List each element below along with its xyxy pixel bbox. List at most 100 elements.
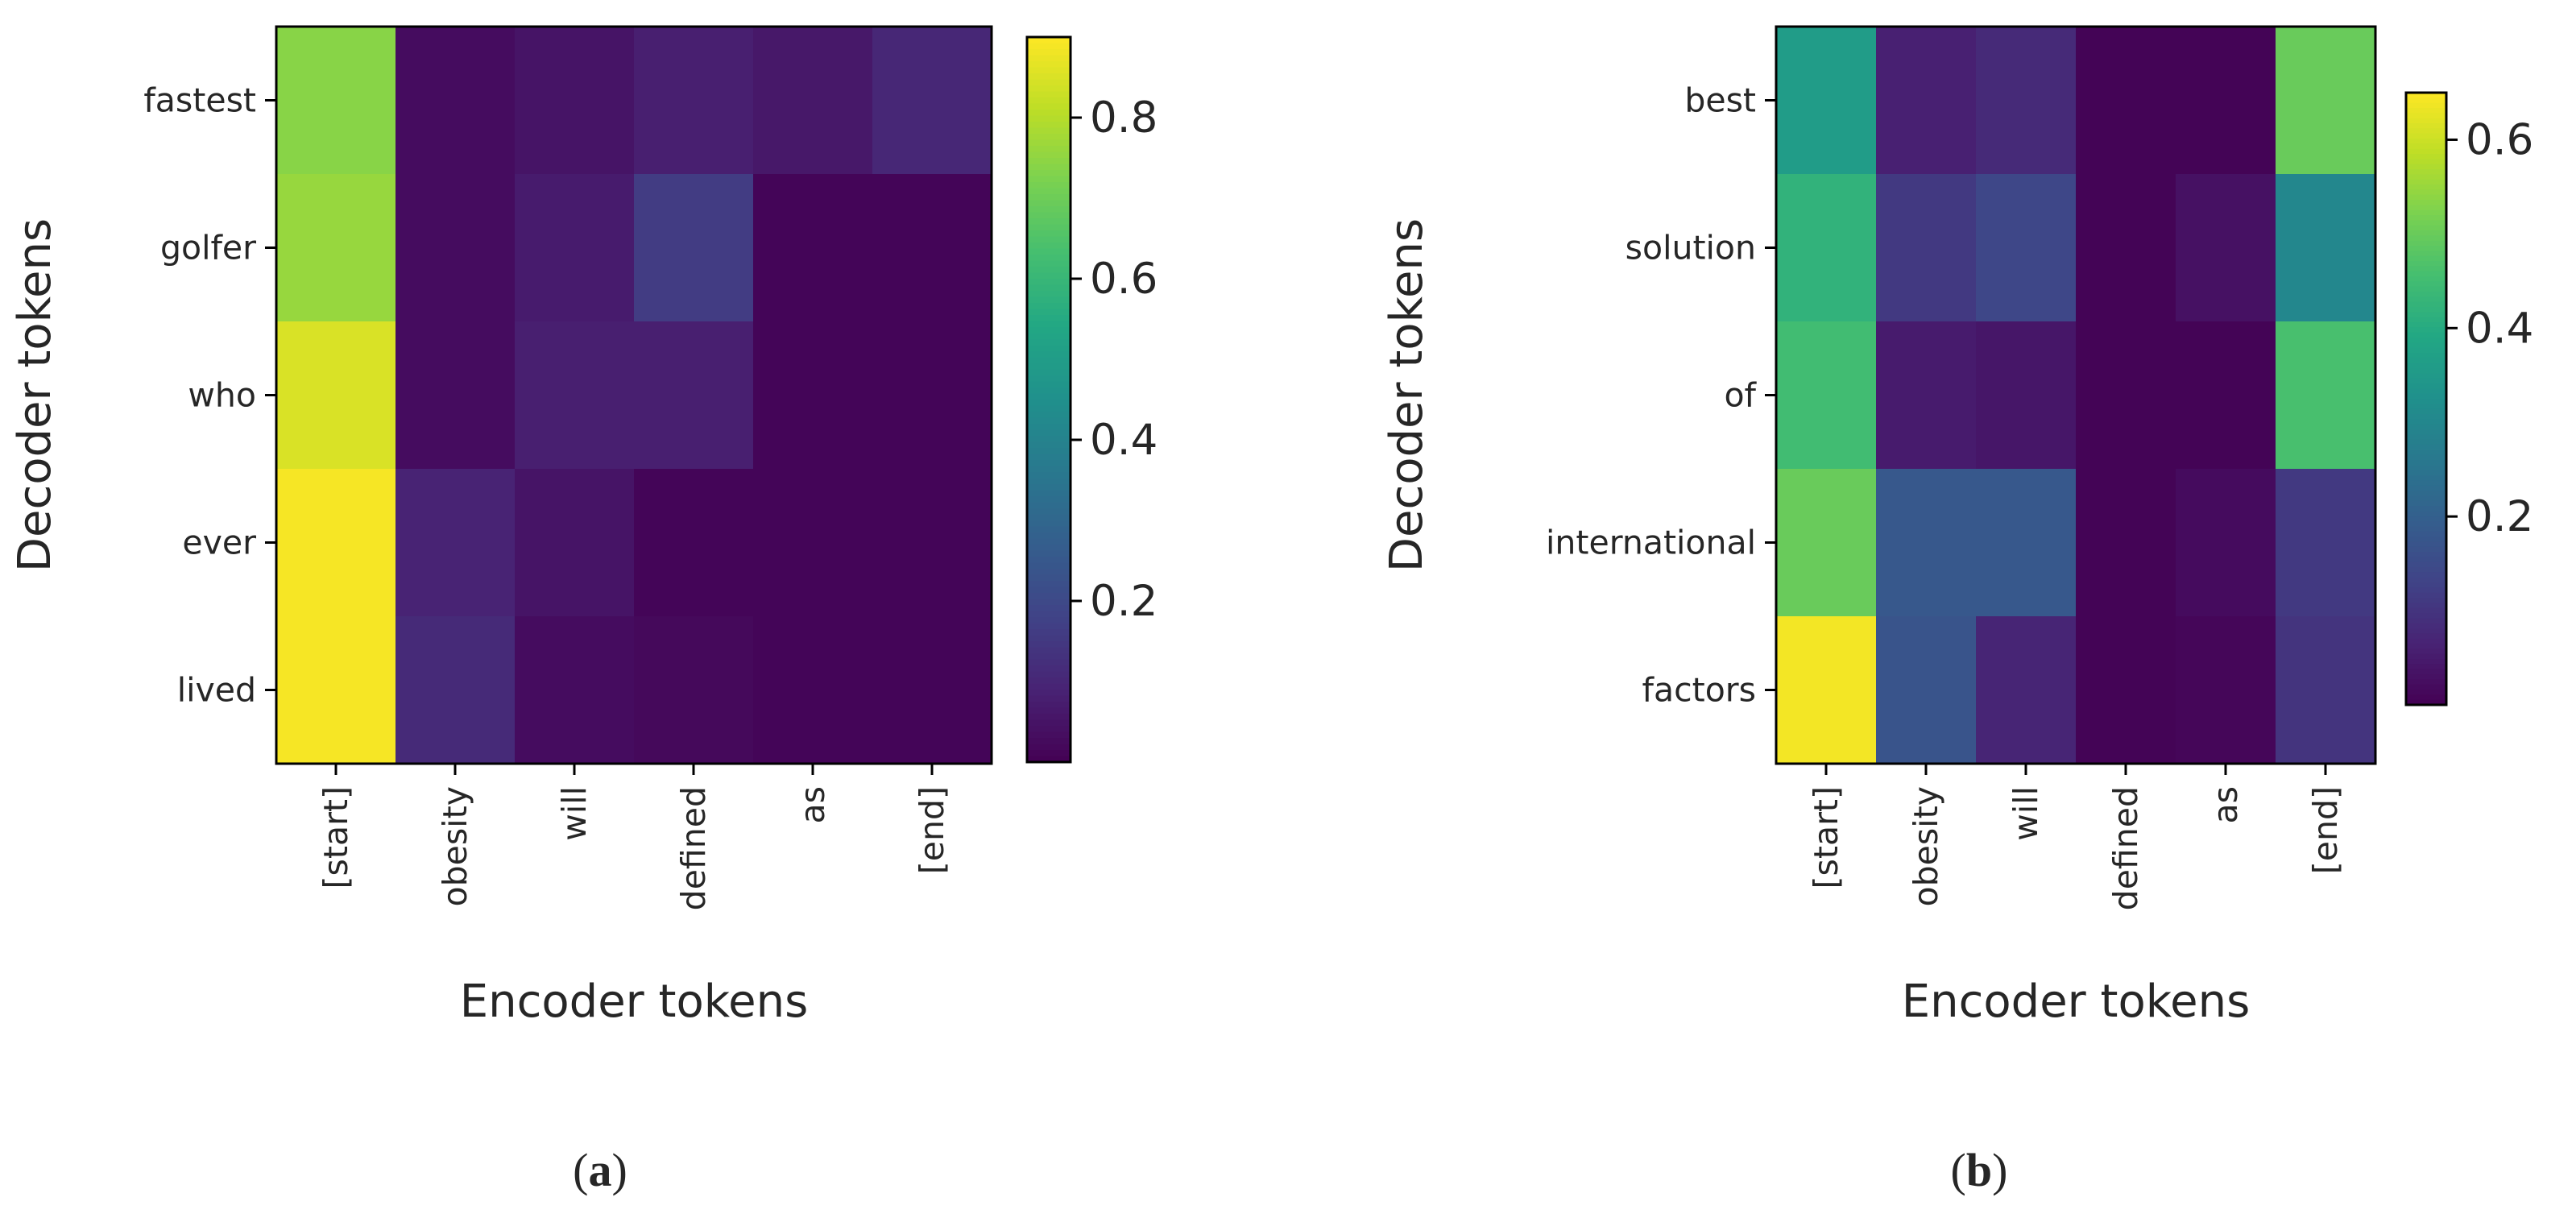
colorbar-segment bbox=[1027, 79, 1071, 86]
y-tick-label: solution bbox=[1626, 229, 1756, 267]
heatmap-cell-b-r1-c0 bbox=[1776, 174, 1877, 322]
colorbar-segment bbox=[1027, 339, 1071, 346]
colorbar-segment bbox=[2406, 240, 2446, 246]
colorbar-segment bbox=[2406, 133, 2446, 139]
colorbar-segment bbox=[1027, 436, 1071, 443]
colorbar-segment bbox=[1027, 586, 1071, 594]
heatmap-cell-b-r1-c1 bbox=[1876, 174, 1977, 322]
colorbar-segment bbox=[2406, 307, 2446, 313]
colorbar-segment bbox=[2406, 531, 2446, 537]
x-tick-label: as bbox=[793, 786, 832, 824]
colorbar-segment bbox=[2406, 684, 2446, 690]
colorbar-segment bbox=[2406, 552, 2446, 558]
colorbar-segment bbox=[1027, 641, 1071, 648]
colorbar-segment bbox=[2406, 312, 2446, 318]
colorbar-segment bbox=[1027, 393, 1071, 400]
colorbar-segment bbox=[2406, 338, 2446, 344]
colorbar-segment bbox=[2406, 567, 2446, 574]
colorbar-segment bbox=[2406, 690, 2446, 696]
colorbar-segment bbox=[2406, 362, 2446, 369]
colorbar-segment bbox=[2406, 659, 2446, 665]
colorbar-segment bbox=[2406, 108, 2446, 114]
colorbar-segment bbox=[1027, 284, 1071, 292]
colorbar-segment bbox=[2406, 506, 2446, 512]
heatmap-cell-b-r3-c0 bbox=[1776, 469, 1877, 617]
y-tick-label: best bbox=[1684, 81, 1756, 120]
colorbar-segment bbox=[1027, 357, 1071, 364]
colorbar-segment bbox=[2406, 118, 2446, 124]
colorbar-segment bbox=[1027, 677, 1071, 685]
colorbar-segment bbox=[2406, 699, 2446, 706]
heatmap-panel-a: fastest golfer who ever lived [start] obesity w… bbox=[9, 25, 1158, 1028]
colorbar-segment bbox=[2406, 281, 2446, 288]
colorbar-segment bbox=[2406, 638, 2446, 644]
heatmap-cell-b-r4-c2 bbox=[1976, 616, 2077, 764]
x-tick-label: will bbox=[2007, 786, 2045, 841]
colorbar-segment bbox=[1027, 321, 1071, 328]
heatmap-cell-b-r0-c0 bbox=[1776, 27, 1877, 175]
colorbar-segment bbox=[1027, 490, 1071, 497]
colorbar-segment bbox=[2406, 526, 2446, 532]
colorbar-segment bbox=[2406, 301, 2446, 308]
heatmap-cell-a-r4-c5 bbox=[872, 616, 992, 764]
colorbar-segment bbox=[1027, 206, 1071, 213]
heatmap-cell-a-r1-c5 bbox=[872, 174, 992, 322]
colorbar-tick-label: 0.4 bbox=[1090, 416, 1158, 465]
colorbar-segment bbox=[1027, 719, 1071, 727]
colorbar-segment bbox=[2406, 327, 2446, 334]
colorbar-segment bbox=[1027, 611, 1071, 618]
heatmap-cell-b-r3-c1 bbox=[1876, 469, 1977, 617]
colorbar-segment bbox=[2406, 454, 2446, 461]
colorbar-segment bbox=[2406, 577, 2446, 583]
colorbar-segment bbox=[1027, 91, 1071, 98]
colorbar-segment bbox=[1027, 188, 1071, 195]
heatmap-cell-b-r2-c0 bbox=[1776, 321, 1877, 470]
colorbar-segment bbox=[1027, 43, 1071, 50]
colorbar-frame-b bbox=[2404, 91, 2448, 706]
colorbar-segment bbox=[1027, 73, 1071, 81]
heatmap-cell-a-r2-c2 bbox=[515, 321, 635, 470]
colorbar-segment bbox=[2406, 220, 2446, 226]
colorbar-segment bbox=[1027, 405, 1071, 412]
x-tick-label: [end] bbox=[913, 786, 951, 874]
x-axis-label: Encoder tokens bbox=[460, 976, 809, 1028]
colorbar-segment bbox=[1027, 478, 1071, 485]
colorbar-segment bbox=[2406, 465, 2446, 471]
colorbar-segment bbox=[1027, 151, 1071, 159]
heatmap-cell-b-r4-c5 bbox=[2276, 616, 2376, 764]
colorbar-segment bbox=[1027, 296, 1071, 304]
colorbar-segment bbox=[1027, 695, 1071, 702]
colorbar-segment bbox=[1027, 248, 1071, 255]
caption-b: (b) bbox=[1951, 1144, 2008, 1196]
y-axis-label: Decoder tokens bbox=[9, 218, 61, 572]
colorbar-segment bbox=[2406, 143, 2446, 150]
colorbar-segment bbox=[1027, 67, 1071, 74]
colorbar-segment bbox=[1027, 103, 1071, 110]
colorbar-segment bbox=[2406, 276, 2446, 283]
colorbar-segment bbox=[2406, 296, 2446, 303]
x-tick-label: obesity bbox=[1907, 786, 1945, 906]
colorbar-segment bbox=[2406, 587, 2446, 594]
colorbar-segment bbox=[1027, 164, 1071, 171]
colorbar-segment bbox=[1027, 236, 1071, 243]
colorbar-segment bbox=[2406, 408, 2446, 415]
colorbar-segment bbox=[1027, 508, 1071, 516]
colorbar-tick-label: 0.6 bbox=[2466, 115, 2533, 164]
colorbar-segment bbox=[2406, 445, 2446, 451]
colorbar-frame-a bbox=[1025, 35, 1072, 764]
heatmap-panel-b: best solution of international factors [start… bbox=[1381, 25, 2533, 1028]
heatmap-cell-b-r3-c4 bbox=[2176, 469, 2276, 617]
y-tick-label: of bbox=[1724, 376, 1757, 415]
colorbar-segment bbox=[2406, 215, 2446, 222]
colorbar-tick-label: 0.2 bbox=[1090, 577, 1158, 626]
colorbar-segment bbox=[2406, 174, 2446, 180]
x-tick-label: [start] bbox=[317, 786, 355, 889]
colorbar-segment bbox=[1027, 593, 1071, 600]
caption-a-letter: a bbox=[589, 1144, 612, 1196]
colorbar-segment bbox=[2406, 679, 2446, 686]
colorbar-segment bbox=[1027, 400, 1071, 407]
heatmap-cell-a-r1-c0 bbox=[276, 174, 396, 322]
colorbar-segment bbox=[2406, 322, 2446, 329]
heatmap-cell-a-r1-c4 bbox=[753, 174, 873, 322]
